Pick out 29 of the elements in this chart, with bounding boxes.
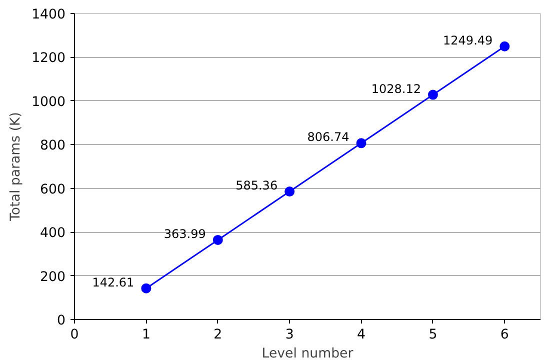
- data-label: 142.61: [92, 275, 134, 290]
- data-label: 363.99: [164, 226, 206, 241]
- y-tick-label: 800: [40, 138, 66, 154]
- point: [500, 41, 510, 52]
- point: [356, 138, 366, 148]
- y-tick-label: 1000: [32, 94, 66, 110]
- x-tick-label: 6: [500, 328, 509, 342]
- data-label: 1249.49: [443, 33, 493, 48]
- y-tick-label: 400: [40, 226, 66, 242]
- x-tick-label: 0: [70, 328, 79, 342]
- y-tick-label: 1400: [32, 8, 66, 22]
- x-tick-label: 4: [357, 328, 366, 342]
- x-tick-label: 1: [142, 328, 150, 342]
- data-label: 806.74: [307, 130, 350, 144]
- data-label: 585.36: [236, 178, 278, 193]
- y-tick-label: 600: [40, 182, 66, 198]
- point: [141, 283, 152, 294]
- data-label: 1028.12: [371, 82, 421, 96]
- point: [428, 90, 438, 100]
- x-tick-label: 2: [214, 328, 222, 342]
- point: [212, 234, 223, 245]
- x-tick-label: 3: [285, 328, 294, 342]
- x-tick-label: 5: [428, 328, 438, 342]
- y-tick-label: 0: [57, 314, 66, 328]
- y-tick-label: 200: [40, 270, 66, 285]
- y-axis-title: Total params (K): [8, 112, 24, 222]
- point: [284, 186, 295, 197]
- y-tick-label: 1200: [32, 51, 66, 66]
- x-axis-title: Level number: [262, 346, 354, 362]
